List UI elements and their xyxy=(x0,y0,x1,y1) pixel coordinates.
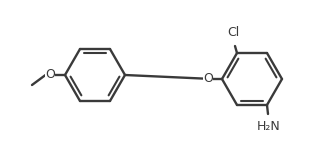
Text: O: O xyxy=(45,69,55,82)
Text: H₂N: H₂N xyxy=(257,120,281,133)
Text: Cl: Cl xyxy=(227,26,239,39)
Text: O: O xyxy=(203,73,213,85)
